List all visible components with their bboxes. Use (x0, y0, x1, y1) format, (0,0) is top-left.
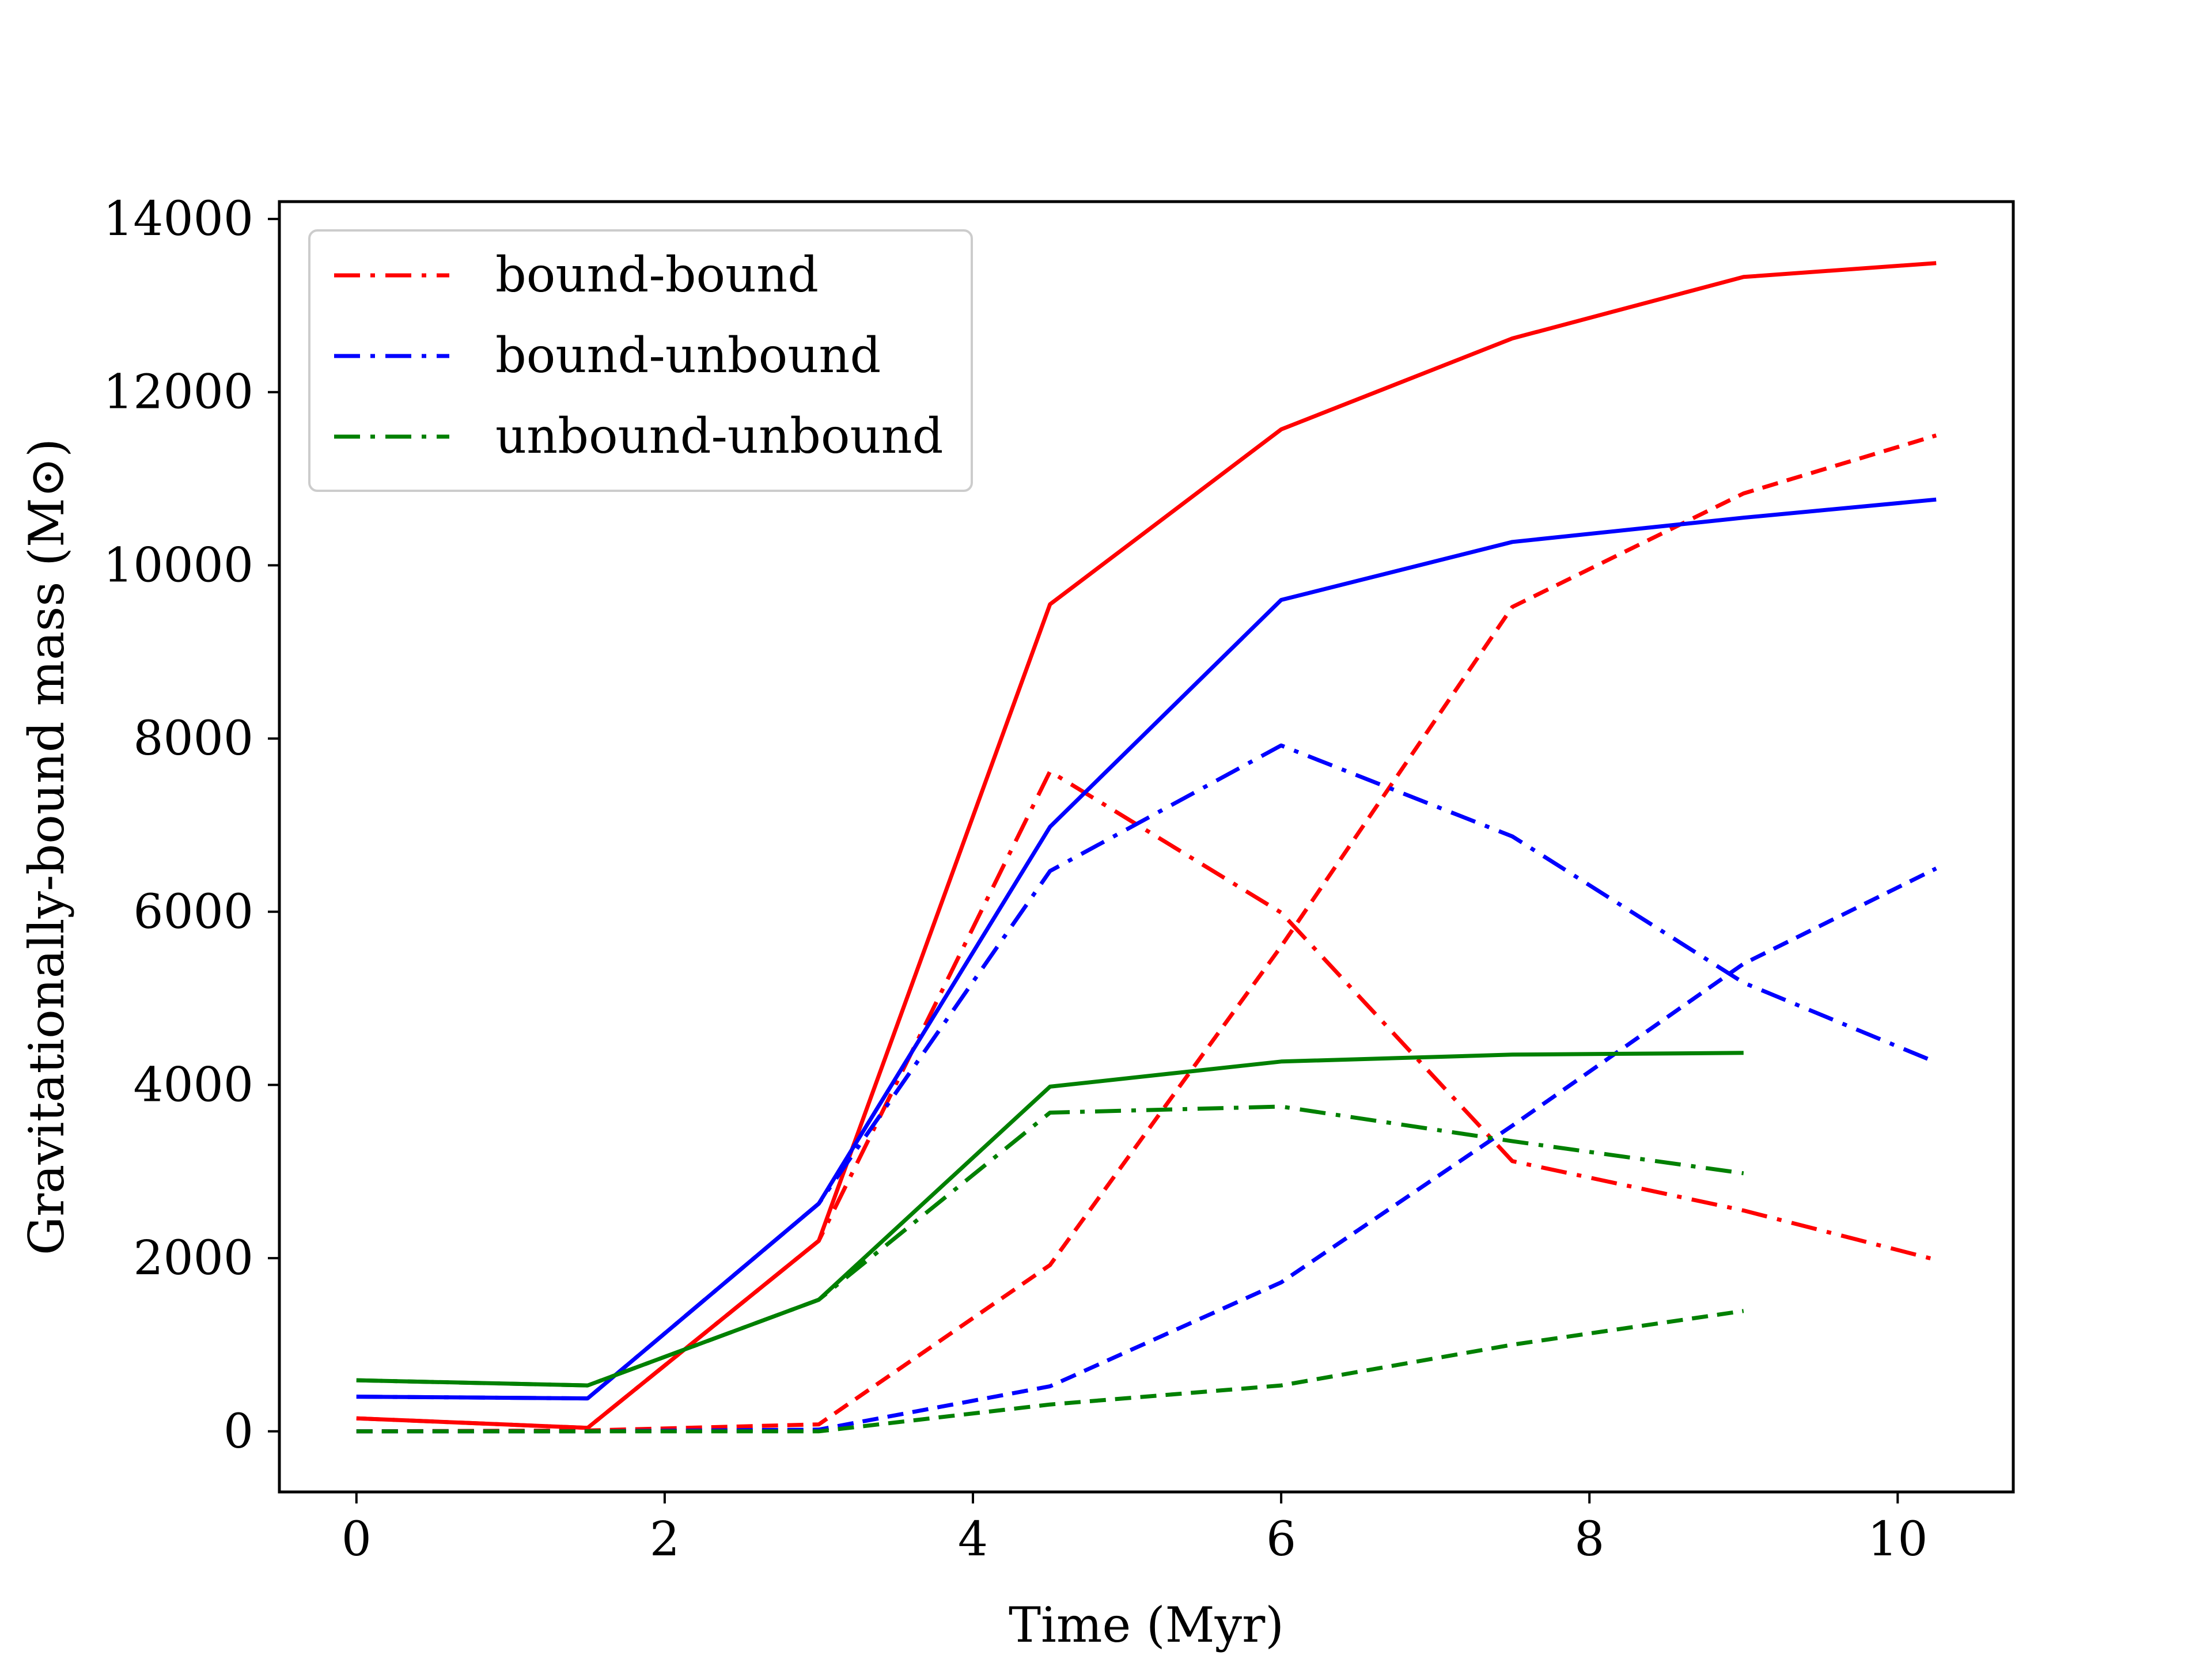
legend: bound-bound bound-unbound unbound-unboun… (308, 229, 973, 492)
x-tick-label: 0 (342, 1512, 372, 1567)
series-line-red-dashed (356, 433, 1937, 1434)
y-tick-label: 14000 (103, 192, 253, 247)
plot-frame (278, 200, 2015, 1494)
series-line-red-dashdot (356, 769, 1937, 1430)
y-tick-label: 2000 (133, 1231, 253, 1286)
y-tick-label: 8000 (133, 711, 253, 766)
x-axis-label: Time (Myr) (1009, 1597, 1284, 1653)
series-line-green-solid (356, 1051, 1744, 1388)
x-tick-label: 2 (650, 1512, 680, 1567)
y-tick-label: 12000 (103, 365, 253, 420)
x-tick-label: 10 (1868, 1512, 1927, 1567)
y-tick-label: 0 (224, 1404, 253, 1459)
y-axis-label: Gravitationally-bound mass (M⊙) (18, 438, 75, 1255)
legend-label-bound-unbound: bound-unbound (495, 327, 881, 384)
x-tick-label: 6 (1266, 1512, 1296, 1567)
y-tick-label: 6000 (133, 885, 253, 940)
y-tick-label: 10000 (103, 538, 253, 593)
series-line-blue-dashdot (356, 743, 1937, 1401)
series-layer (356, 261, 1937, 1434)
series-line-green-dashed (356, 1309, 1744, 1434)
x-tick-label: 4 (958, 1512, 988, 1567)
legend-label-bound-bound: bound-bound (495, 247, 819, 303)
ticks-layer: 0 2 4 6 8 10 0 2000 4000 6000 8000 10000 12000 14000 (103, 192, 1927, 1567)
y-tick-label: 4000 (133, 1058, 253, 1112)
series-line-blue-dashed (356, 866, 1937, 1434)
legend-box (308, 229, 973, 492)
series-line-blue-solid (356, 497, 1937, 1401)
series-line-green-dashdot (356, 1104, 1744, 1388)
x-tick-label: 8 (1574, 1512, 1604, 1567)
legend-label-unbound-unbound: unbound-unbound (495, 408, 943, 464)
